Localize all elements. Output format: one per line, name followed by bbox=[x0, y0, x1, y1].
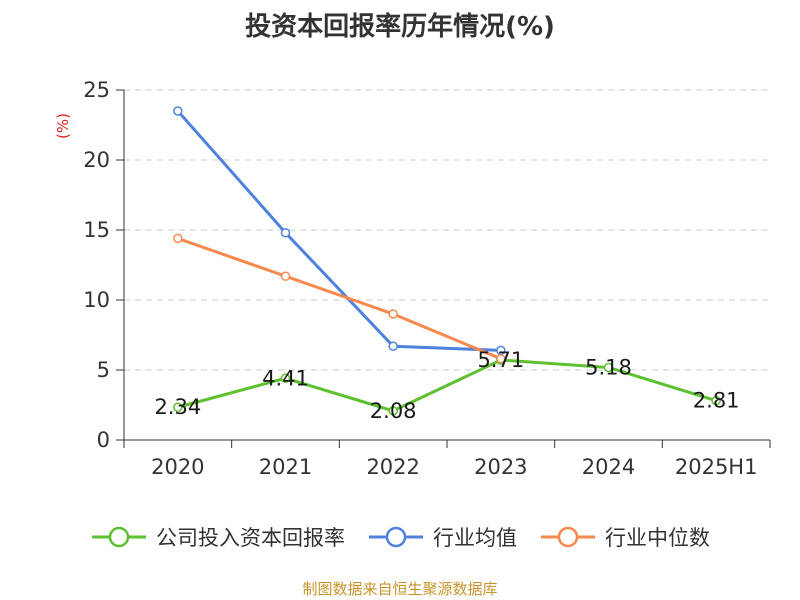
data-label: 2.34 bbox=[154, 395, 201, 419]
y-tick-label: 15 bbox=[83, 218, 110, 242]
data-labels: 2.34 4.41 2.08 5.71 5.18 2.81 bbox=[154, 348, 739, 423]
legend-label: 公司投入资本回报率 bbox=[156, 526, 345, 550]
x-tick-label: 2022 bbox=[366, 455, 419, 479]
data-point bbox=[496, 354, 506, 364]
data-label: 5.18 bbox=[585, 355, 632, 379]
series-2 bbox=[173, 233, 506, 364]
series-line bbox=[177, 358, 717, 413]
data-label: 4.41 bbox=[262, 366, 309, 390]
legend-item[interactable]: 行业均值 bbox=[367, 522, 517, 552]
data-point bbox=[603, 362, 614, 373]
x-tick-label: 2024 bbox=[582, 455, 635, 479]
legend: 公司投入资本回报率 行业均值 行业中位数 bbox=[0, 520, 800, 554]
y-tick-label: 20 bbox=[83, 148, 110, 172]
x-tick-label: 2020 bbox=[151, 455, 204, 479]
series-line bbox=[176, 110, 501, 352]
data-point bbox=[280, 228, 291, 238]
y-tick-label: 25 bbox=[83, 78, 110, 102]
series-line bbox=[177, 236, 502, 361]
series-1 bbox=[173, 106, 506, 356]
legend-circle bbox=[385, 526, 407, 548]
source-caption: 制图数据来自恒生聚源数据库 bbox=[302, 580, 498, 598]
x-tick-label: 2023 bbox=[474, 455, 527, 479]
y-axis-label: (%) bbox=[54, 113, 72, 139]
data-point bbox=[711, 395, 721, 406]
data-label: 5.71 bbox=[477, 348, 524, 372]
legend-circle bbox=[557, 526, 579, 548]
legend-item[interactable]: 公司投入资本回报率 bbox=[90, 522, 345, 552]
legend-label: 行业中位数 bbox=[605, 526, 710, 550]
data-point bbox=[388, 309, 398, 319]
data-point bbox=[388, 406, 398, 416]
legend-item[interactable]: 行业中位数 bbox=[539, 522, 710, 552]
data-label: 2.08 bbox=[370, 399, 417, 423]
y-tick-label: 0 bbox=[97, 428, 110, 452]
y-tick-label: 10 bbox=[83, 288, 110, 312]
legend-marker-icon bbox=[369, 526, 423, 548]
data-point bbox=[280, 373, 291, 384]
legend-circle bbox=[108, 526, 130, 548]
gridlines bbox=[124, 89, 770, 371]
y-tick-label: 5 bbox=[97, 358, 110, 382]
data-point bbox=[280, 271, 291, 281]
data-label: 2.81 bbox=[693, 389, 740, 413]
data-point bbox=[173, 402, 183, 412]
series-lines bbox=[173, 106, 721, 416]
legend-marker-icon bbox=[541, 526, 595, 548]
x-tick-label: 2025H1 bbox=[675, 455, 758, 479]
series-0 bbox=[173, 355, 721, 416]
axes: 0 5 10 15 20 25 2020 2021 2022 2023 2024 2025H1 bbox=[83, 78, 771, 479]
data-point bbox=[388, 341, 398, 351]
chart-title: 投资本回报率历年情况(%) bbox=[245, 12, 555, 42]
legend-marker-icon bbox=[92, 526, 146, 548]
data-point bbox=[173, 106, 183, 116]
data-point bbox=[173, 233, 183, 244]
x-tick-label: 2021 bbox=[259, 455, 312, 479]
legend-label: 行业均值 bbox=[433, 526, 517, 550]
